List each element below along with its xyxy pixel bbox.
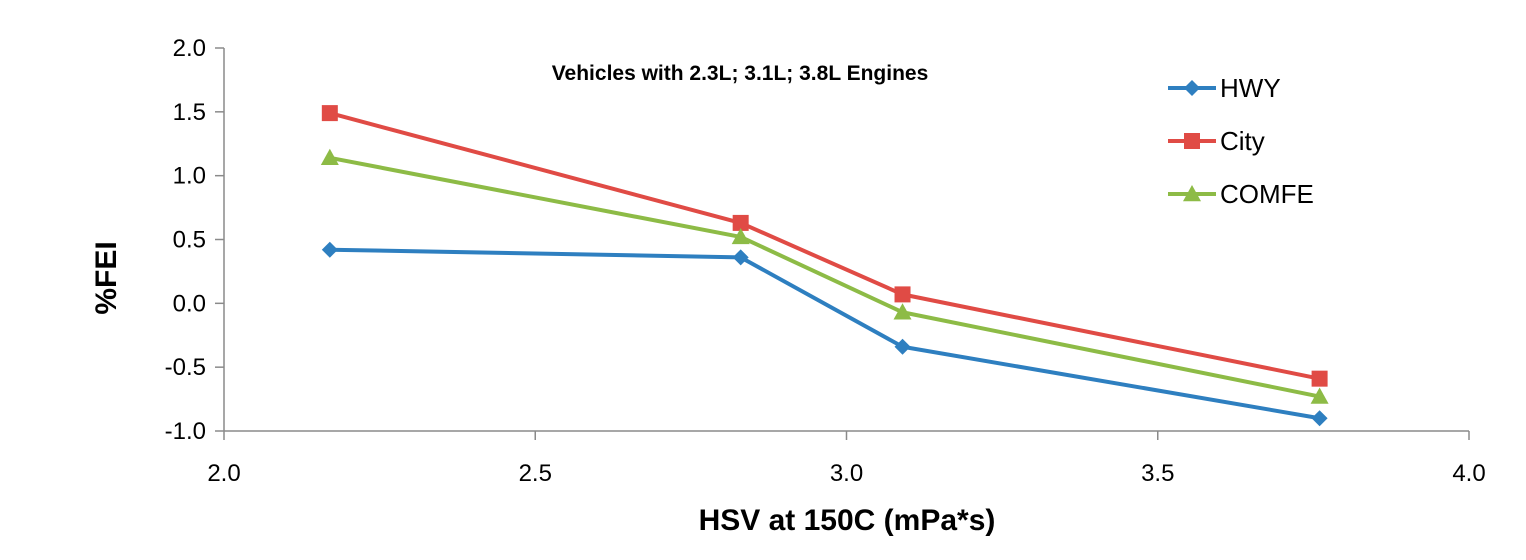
data-point-comfe: [731, 227, 750, 245]
y-tick-label: -0.5: [165, 354, 206, 381]
x-tick-label: 2.0: [207, 460, 240, 487]
x-axis-title: HSV at 150C (mPa*s): [699, 504, 996, 537]
y-tick-label: 0.0: [173, 290, 206, 317]
data-point-city: [321, 105, 338, 122]
legend-item-hwy: HWY: [1168, 73, 1281, 103]
series-line-city: [329, 111, 1320, 381]
y-tick-label: 0.5: [173, 227, 206, 254]
data-point-city: [732, 214, 749, 231]
legend-marker-hwy: [1184, 80, 1200, 96]
series-hwy: [321, 241, 1328, 427]
legend-label-comfe: COMFE: [1220, 179, 1314, 209]
y-axis-title: %FEI: [90, 241, 123, 314]
data-point-comfe: [1310, 387, 1329, 404]
legend-label-hwy: HWY: [1220, 73, 1281, 103]
series-line-comfe: [329, 155, 1320, 399]
y-tick-label: 1.0: [173, 163, 206, 190]
series-line-hwy: [329, 247, 1320, 421]
data-point-city: [1311, 370, 1328, 387]
x-tick-label: 2.5: [519, 460, 552, 487]
tick-labels: 2.01.51.00.50.0-0.5-1.02.0 2.5 3.0 3.5 4.0: [165, 35, 1486, 487]
legend-label-city: City: [1220, 126, 1265, 156]
axes: [223, 48, 1469, 432]
series-city: [321, 105, 1328, 387]
series-comfe: [320, 148, 1329, 404]
data-point-hwy: [894, 338, 911, 355]
legend-marker-comfe: [1183, 185, 1201, 202]
data-point-city: [894, 286, 911, 303]
series-layer: [320, 105, 1329, 427]
legend: HWY City COMFE: [1168, 73, 1314, 209]
data-point-comfe: [893, 303, 912, 320]
legend-marker-city: [1184, 133, 1200, 149]
chart-title: Vehicles with 2.3L; 3.1L; 3.8L Engines: [552, 62, 929, 85]
data-point-comfe: [320, 148, 339, 165]
legend-item-city: City: [1168, 126, 1265, 156]
data-point-hwy: [732, 249, 749, 266]
y-tick-label: -1.0: [165, 418, 206, 445]
tick-marks: [215, 47, 1470, 440]
x-tick-label: 3.0: [830, 460, 863, 487]
y-tick-label: 1.5: [173, 99, 206, 126]
y-tick-label: 2.0: [173, 35, 206, 62]
data-point-hwy: [1311, 410, 1328, 427]
legend-item-comfe: COMFE: [1168, 179, 1314, 209]
x-tick-label: 4.0: [1452, 460, 1485, 487]
data-point-hwy: [321, 241, 338, 258]
x-tick-label: 3.5: [1141, 460, 1174, 487]
